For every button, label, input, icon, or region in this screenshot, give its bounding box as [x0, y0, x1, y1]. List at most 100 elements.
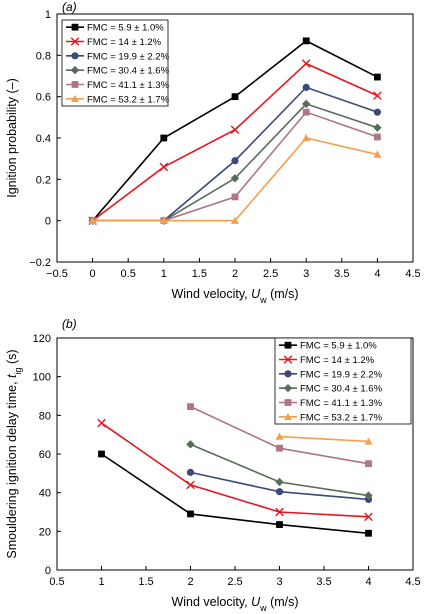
y-axis-label-part: t [5, 374, 19, 378]
data-point [276, 444, 283, 452]
legend-entry: FMC = 53.2 ± 1.7% [66, 94, 170, 105]
y-axis-label: Ignition probability (–) [5, 78, 19, 198]
data-point [374, 133, 381, 141]
legend-label: FMC = 19.9 ± 2.2% [87, 51, 170, 62]
x-tick-label: 2 [187, 576, 193, 588]
series-5 [275, 432, 373, 445]
y-tick-label: 0.8 [36, 50, 51, 62]
x-tick-label: 4 [374, 268, 380, 280]
legend-swatch-marker-stroke [283, 355, 293, 364]
data-point [373, 91, 382, 100]
legend-swatch-marker [284, 341, 292, 349]
y-tick-label: 0 [45, 216, 51, 228]
data-point [187, 403, 194, 411]
x-tick-label: 1 [161, 268, 167, 280]
data-point [231, 93, 239, 101]
data-point-stroke [373, 91, 382, 100]
x-tick-label: 3.5 [334, 268, 349, 280]
data-point [373, 108, 381, 116]
legend-box [274, 337, 412, 425]
data-point [302, 134, 311, 142]
data-point [186, 440, 195, 449]
legend-entry: FMC = 30.4 ± 1.6% [279, 384, 383, 395]
series-line [101, 453, 369, 535]
data-point [302, 83, 310, 91]
y-tick-label: 0 [45, 565, 51, 577]
data-point [301, 59, 311, 68]
y-tick-label: 0.6 [36, 92, 51, 104]
x-tick-label: 1 [98, 576, 104, 588]
legend-box [61, 19, 169, 107]
legend-label: FMC = 53.2 ± 1.7% [87, 94, 170, 105]
y-tick-label: 20 [39, 526, 51, 538]
legend-entry: FMC = 19.9 ± 2.2% [279, 369, 383, 380]
x-tick-label: 2.5 [227, 576, 242, 588]
x-tick-label: −0.5 [46, 268, 68, 280]
data-point [187, 510, 194, 518]
panel-a: (a) −0.5 0 0.5 1 1.5 2 2.5 3 3.5 4 4.5 −0.2 0 0.2 0.4 0.… [5, 0, 421, 305]
legend-entry: FMC = 5.9 ± 1.0% [66, 23, 164, 34]
data-point [186, 480, 195, 490]
series-line [101, 422, 369, 518]
data-point [230, 174, 240, 183]
x-axis-label-part: Wind velocity, [171, 287, 251, 301]
series-1 [97, 418, 373, 522]
data-point [302, 37, 310, 45]
legend-swatch-marker [70, 37, 80, 46]
series-0 [98, 450, 372, 537]
x-axis-label: Wind velocity, Uw (m/s) [171, 287, 298, 305]
x-tick-label: 4.5 [405, 576, 420, 588]
legend-label: FMC = 41.1 ± 1.3% [300, 398, 383, 409]
series-4 [187, 403, 372, 468]
data-point-stroke [97, 418, 106, 428]
legend-swatch-marker [70, 65, 80, 75]
x-tick-label: 0.5 [121, 268, 136, 280]
y-tick-label: 60 [39, 449, 51, 461]
data-point [230, 125, 240, 135]
legend-swatch-marker [71, 23, 79, 31]
legend-entry: FMC = 53.2 ± 1.7% [279, 412, 383, 423]
data-point [365, 460, 372, 468]
y-tick-label: 80 [39, 410, 51, 422]
data-point [373, 150, 382, 158]
legend-swatch-marker [283, 383, 293, 393]
legend-swatch-marker [71, 94, 79, 103]
data-point-stroke [186, 480, 195, 490]
x-tick-label: 3 [303, 268, 309, 280]
y-tick-label: 40 [39, 488, 51, 500]
panel-label: (b) [62, 317, 77, 331]
legend-entry: FMC = 30.4 ± 1.6% [66, 66, 170, 77]
data-point [275, 488, 284, 496]
legend-swatch-marker [71, 81, 79, 88]
x-axis-label-part: w [259, 603, 267, 613]
legend-swatch-marker [284, 412, 292, 421]
data-point [97, 418, 106, 428]
legend-entry: FMC = 14 ± 1.2% [66, 37, 162, 48]
series-line [92, 86, 378, 222]
data-point [302, 99, 311, 109]
y-axis-label: Smouldering ignition delay time, tig (s) [5, 349, 23, 558]
data-point [364, 512, 373, 522]
y-axis-label-part: Smouldering ignition delay time, [5, 378, 19, 559]
data-point [374, 73, 381, 81]
panel-label: (a) [62, 0, 77, 14]
series-3 [186, 440, 373, 500]
y-tick-label: 100 [33, 372, 51, 384]
x-tick-label: 0.5 [49, 576, 64, 588]
x-axis-label-part: Wind velocity, [171, 595, 251, 609]
x-tick-label: 4 [365, 576, 371, 588]
legend-label: FMC = 41.1 ± 1.3% [87, 80, 170, 91]
x-tick-label: 2.5 [263, 268, 278, 280]
series-4 [89, 108, 381, 225]
x-tick-label: 2 [232, 268, 238, 280]
data-point [159, 216, 168, 224]
legend-swatch-marker [71, 52, 79, 60]
legend: FMC = 5.9 ± 1.0% FMC = 14 ± 1.2% FMC = 19.… [61, 19, 170, 107]
data-point [160, 134, 168, 142]
series-line [92, 111, 378, 222]
series-5 [88, 134, 382, 224]
data-point [373, 123, 382, 132]
legend-label: FMC = 14 ± 1.2% [87, 37, 162, 48]
data-point [98, 450, 105, 458]
